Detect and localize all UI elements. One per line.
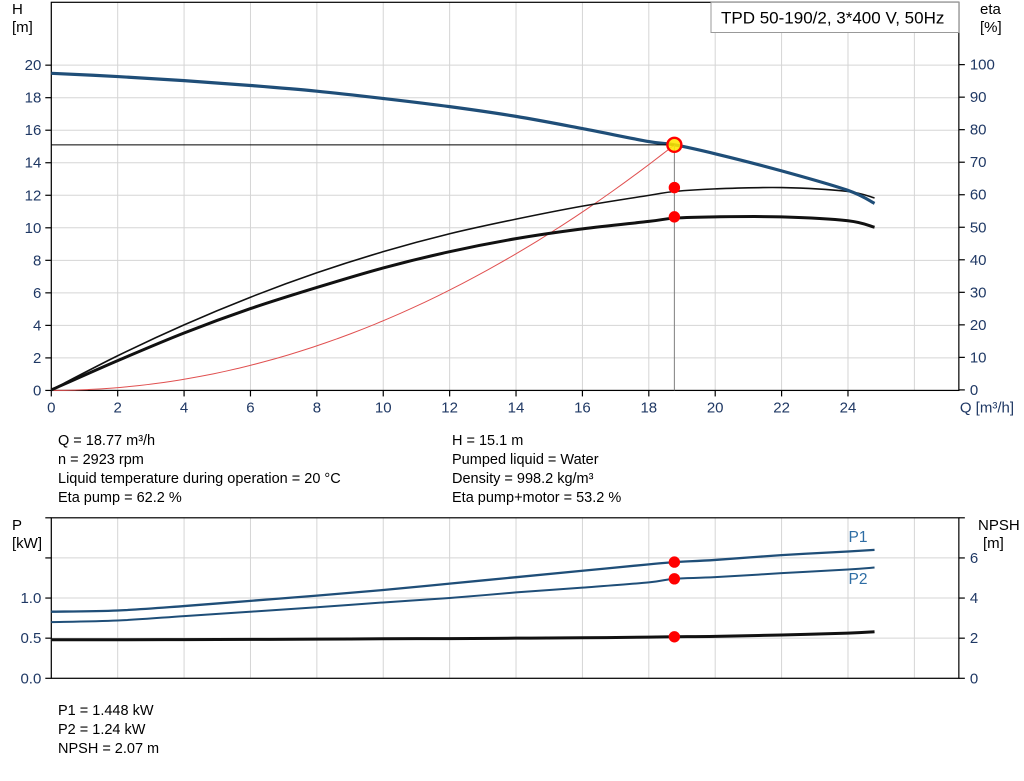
svg-text:NPSH: NPSH [978,517,1020,534]
svg-text:0.5: 0.5 [20,630,41,647]
svg-text:2: 2 [33,350,41,367]
svg-text:14: 14 [508,399,525,416]
svg-text:0: 0 [47,399,55,416]
svg-text:14: 14 [25,155,42,172]
svg-text:10: 10 [970,349,987,366]
svg-text:P: P [12,517,22,534]
svg-text:16: 16 [574,399,591,416]
svg-text:24: 24 [840,399,857,416]
svg-text:16: 16 [25,122,42,139]
svg-text:30: 30 [970,284,987,301]
svg-text:22: 22 [773,399,790,416]
svg-text:18: 18 [25,90,42,107]
svg-text:P2: P2 [849,571,868,588]
svg-text:6: 6 [246,399,254,416]
svg-text:[kW]: [kW] [12,535,42,552]
svg-text:50: 50 [970,219,987,236]
svg-text:8: 8 [33,252,41,269]
svg-text:TPD 50-190/2, 3*400 V, 50Hz: TPD 50-190/2, 3*400 V, 50Hz [721,8,944,27]
svg-text:6: 6 [970,550,978,567]
svg-text:4: 4 [970,590,978,607]
svg-text:1.0: 1.0 [20,590,41,607]
svg-text:0: 0 [33,382,41,399]
svg-text:12: 12 [441,399,458,416]
svg-text:0: 0 [970,382,978,399]
svg-text:20: 20 [970,317,987,334]
svg-text:40: 40 [970,252,987,269]
svg-text:0: 0 [970,670,978,687]
svg-text:4: 4 [180,399,188,416]
svg-text:20: 20 [25,57,42,74]
svg-text:20: 20 [707,399,724,416]
svg-text:80: 80 [970,122,987,139]
svg-text:4: 4 [33,317,41,334]
svg-text:90: 90 [970,89,987,106]
svg-text:12: 12 [25,187,42,204]
svg-text:8: 8 [313,399,321,416]
svg-text:60: 60 [970,187,987,204]
svg-text:H: H [12,1,23,18]
svg-text:[%]: [%] [980,19,1002,36]
svg-text:2: 2 [970,630,978,647]
svg-text:10: 10 [375,399,392,416]
svg-text:0.0: 0.0 [20,670,41,687]
svg-text:70: 70 [970,154,987,171]
svg-text:eta: eta [980,1,1002,18]
svg-text:6: 6 [33,285,41,302]
svg-text:10: 10 [25,220,42,237]
svg-text:[m]: [m] [983,535,1004,552]
svg-text:2: 2 [114,399,122,416]
svg-text:Q [m³/h]: Q [m³/h] [960,399,1014,416]
svg-text:P1: P1 [849,529,868,546]
svg-text:18: 18 [640,399,657,416]
svg-text:[m]: [m] [12,19,33,36]
svg-text:100: 100 [970,57,995,74]
